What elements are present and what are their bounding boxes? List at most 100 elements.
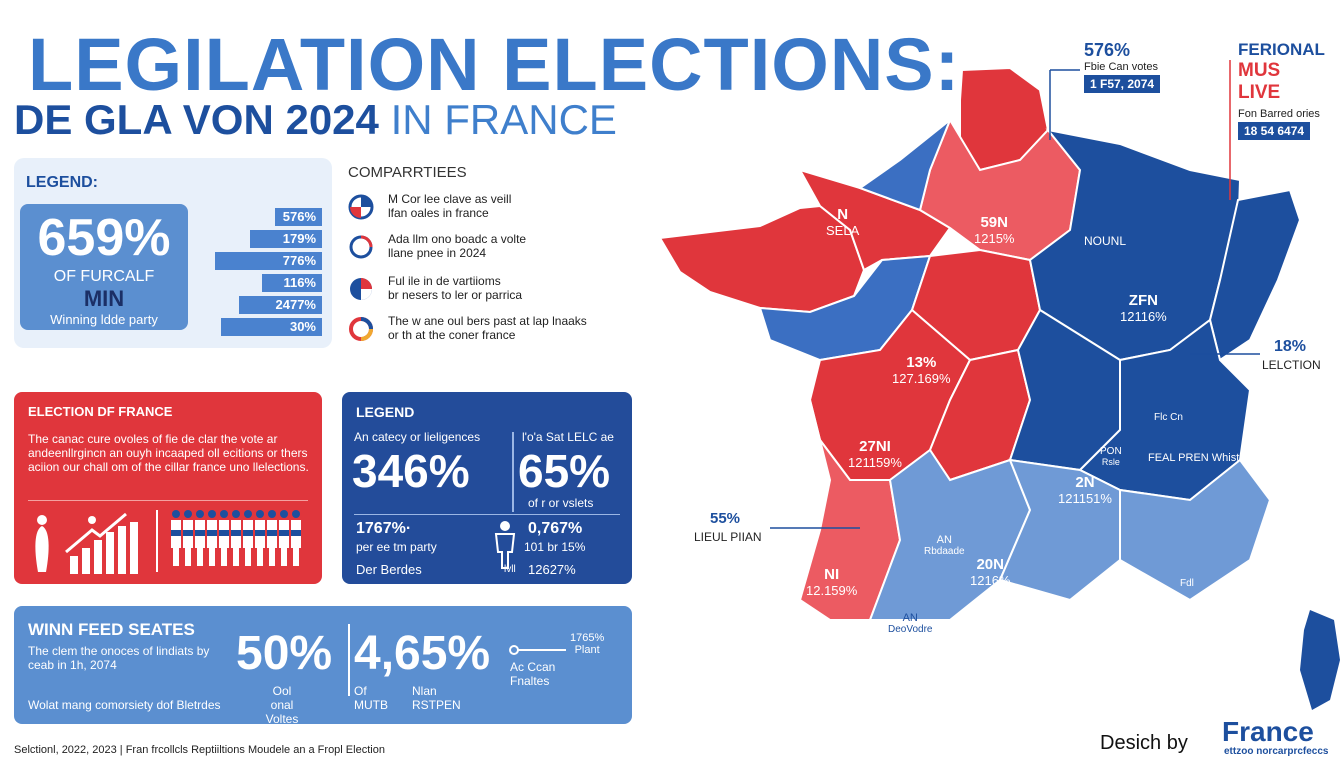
stat-caption-line: Ac Ccan [510, 660, 556, 674]
stat-percent: 65% [518, 445, 611, 497]
person-figure-icon [221, 548, 227, 566]
map-label-line: 1215% [974, 231, 1015, 246]
legend-bar: 2477% [239, 296, 322, 314]
election-panel-text: The canac cure ovoles of fie de clar the… [28, 432, 309, 474]
stat-caption: Ac Ccan Fnaltes [510, 660, 555, 688]
map-label: Flc Cn [1154, 412, 1183, 423]
person-figure-icon [281, 548, 287, 566]
person-figure-icon [197, 548, 203, 566]
main-title: LEGILATION ELECTIONS: [28, 23, 961, 106]
stat-caption: Nlan RSTPEN [412, 684, 461, 712]
map-label: AN Rbdaade [924, 534, 965, 557]
map-label: 27NI 121159% [848, 438, 902, 470]
ring-icon [349, 235, 373, 259]
map-label: N SELA [826, 206, 859, 238]
legend-bar: 576% [275, 208, 322, 226]
stat-caption: per ee tm party [356, 540, 437, 554]
map-label: 20N 1216% [970, 556, 1010, 588]
person-figure-icon [219, 530, 229, 536]
map-label-line: AN [902, 612, 918, 624]
person-figure-icon [220, 510, 228, 518]
person-figure-icon [195, 530, 205, 536]
win-seats-panel: WINN FEED SEATES The clem the onoces of … [14, 606, 632, 726]
subtitle: DE GLA VON 2024 IN FRANCE [14, 96, 617, 144]
person-figure-icon [231, 530, 241, 536]
stat-caption-line: Ool onal [270, 684, 294, 712]
map-label: AN DeoVodre [888, 612, 932, 635]
legend-line2: MIN [83, 286, 125, 311]
comparties-item-line1: Ada llm ono boadc a volte [388, 232, 527, 246]
map-label-line: 127.169% [892, 371, 951, 386]
stat-caption-line: Fnaltes [510, 674, 550, 688]
map-label: NI 12.159% [806, 566, 857, 598]
map-label-line: PON [1100, 446, 1122, 457]
person-figure-icon [280, 510, 288, 518]
divider [156, 510, 158, 572]
person-figure-icon [256, 510, 264, 518]
france-map [658, 60, 1340, 710]
person-figure-icon [292, 510, 300, 518]
stat-caption-line: 1765% [570, 632, 605, 644]
legend-bar: 116% [262, 274, 322, 292]
callout-badge: 18 54 6474 [1238, 122, 1311, 140]
map-label-line: NOUNL [1084, 234, 1127, 248]
person-figure-icon [243, 530, 253, 536]
map-label: NOUNL [1084, 234, 1126, 248]
callout-red: MUS [1238, 60, 1281, 81]
designed-by-label: Desich by [1100, 732, 1188, 754]
stat-caption-line: MUTB [354, 698, 388, 712]
map-label-line: 1216% [970, 573, 1011, 588]
person-figure-icon [232, 510, 240, 518]
divider [28, 500, 308, 501]
map-label-line: Fdl [1180, 578, 1194, 589]
callout-badge: 1 F57, 2074 [1084, 75, 1161, 93]
growth-chart-icon [35, 512, 138, 574]
comparties-item-line2: or th at the coner france [388, 328, 516, 342]
donut-multi-icon [349, 317, 373, 341]
map-label-line: DeoVodre [888, 624, 933, 635]
comparties-item: The w ane oul bers past at lap lnaaks or… [348, 312, 638, 348]
person-figure-icon [257, 548, 263, 566]
stat-footer: 12627% [528, 562, 576, 577]
map-label: Fdl [1180, 578, 1194, 589]
map-label-line: 121159% [848, 455, 902, 470]
person-figure-icon [185, 548, 191, 566]
map-annotation-label: LIEUL PIIAN [694, 530, 762, 544]
person-figure-icon [183, 530, 193, 536]
map-label-line: AN [936, 534, 952, 546]
person-figure-icon [209, 548, 215, 566]
stat-caption: l'o'a Sat LELC ae [522, 430, 614, 444]
legend-big-stat: 659% OF FURCALF MIN Winning ldde party [20, 204, 188, 330]
comparties-item-line2: llane pnee in 2024 [388, 246, 487, 260]
stat-value: 1767%· [356, 520, 412, 537]
map-label-line: 13% [906, 354, 937, 371]
map-label-line: N [837, 206, 849, 223]
map-label-line: Rbdaade [924, 546, 965, 557]
map-label: PON Rsle [1100, 446, 1122, 467]
stat-caption-line: Of [354, 684, 367, 698]
person-figure-icon [171, 530, 181, 536]
person-figure-icon [291, 530, 301, 536]
person-figure-icon [233, 548, 239, 566]
person-figure-icon [268, 510, 276, 518]
person-figure-icon [184, 510, 192, 518]
stat-footer: lvll [504, 564, 516, 575]
person-figure-icon [269, 548, 275, 566]
legend-bar: 776% [215, 252, 322, 270]
stat-caption: 101 br 15% [524, 540, 586, 554]
win-seats-heading: WINN FEED SEATES [28, 620, 195, 639]
comparties-item-line2: lfan oales in france [388, 206, 489, 220]
top-callout: 576% Fbie Can votes 1 F57, 2074 [1084, 40, 1161, 93]
stat-caption-line: Plant [574, 644, 600, 656]
person-figure-icon [208, 510, 216, 518]
comparties-item: M Cor lee clave as veill lfan oales in f… [348, 190, 638, 226]
legend-big-percent: 659% [37, 209, 171, 267]
person-icon [494, 521, 516, 569]
legend-heading: LEGEND: [26, 174, 98, 191]
legend-bar: 30% [221, 318, 322, 336]
map-label: ZFN 12116% [1120, 292, 1167, 324]
map-label-line: 12.159% [806, 583, 858, 598]
map-label-line: ZFN [1128, 292, 1158, 309]
stat-caption: Of MUTB [354, 684, 388, 712]
map-region-normandy-east [857, 116, 953, 212]
